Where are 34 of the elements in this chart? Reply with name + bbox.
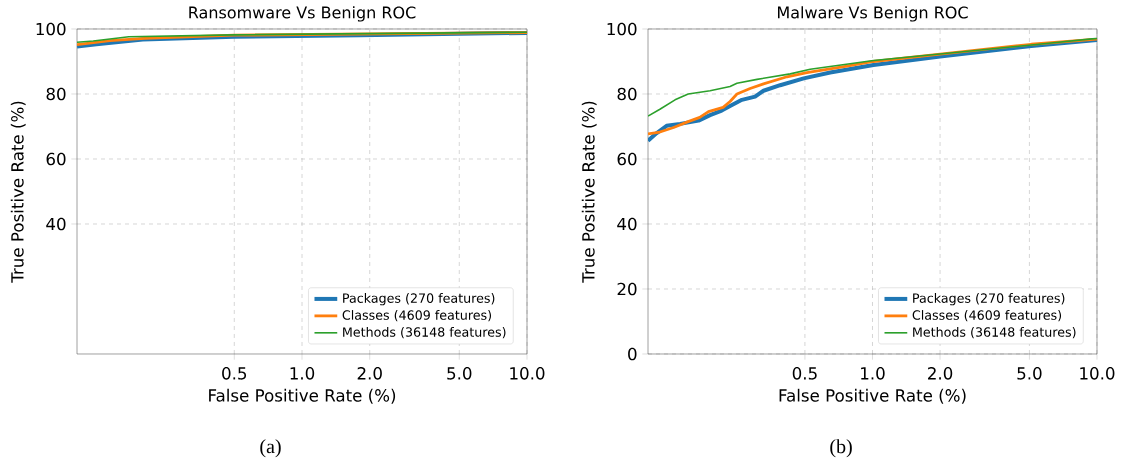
y-axis-title: True Positive Rate (%) — [10, 101, 26, 283]
y-tick-label: 40 — [46, 217, 66, 231]
y-tick-label: 80 — [46, 87, 66, 101]
x-tick-label: 10.0 — [510, 367, 545, 380]
text: (b) — [830, 439, 852, 458]
legend-label: Packages (270 features) — [913, 293, 1065, 306]
x-tick-label: 1.0 — [290, 367, 315, 380]
y-tick-label: 60 — [617, 152, 637, 166]
legend-label: Methods (36148 features) — [343, 327, 506, 339]
x-tick-label: 0.5 — [792, 367, 817, 380]
legend-label: Classes (4609 features) — [912, 310, 1062, 322]
x-tick-label: 1.0 — [861, 367, 885, 380]
x-tick-label: 5.0 — [447, 367, 472, 380]
x-tick-label: 2.0 — [357, 367, 382, 380]
x-tick-label: 2.0 — [928, 367, 953, 380]
chart-title: Ransomware Vs Benign ROC — [189, 6, 416, 22]
x-axis-title: False Positive Rate (%) — [779, 388, 966, 404]
legend-label: Methods (36148 features) — [913, 327, 1076, 339]
x-tick-label: 10.0 — [1080, 367, 1115, 380]
y-tick-label: 0 — [628, 347, 637, 361]
y-tick-label: 100 — [36, 22, 66, 36]
x-tick-label: 5.0 — [1017, 367, 1042, 380]
y-tick-label: 40 — [617, 217, 637, 231]
y-tick-label: 80 — [617, 87, 637, 101]
chart-title: Malware Vs Benign ROC — [778, 6, 968, 22]
text: (a) — [260, 439, 281, 458]
x-tick-label: 0.5 — [222, 367, 247, 380]
y-tick-label: 20 — [617, 282, 637, 296]
legend-label: Packages (270 features) — [343, 293, 495, 306]
y-tick-label: 60 — [46, 152, 66, 166]
x-axis-title: False Positive Rate (%) — [209, 388, 396, 404]
y-tick-label: 100 — [607, 22, 637, 36]
y-axis-title: True Positive Rate (%) — [581, 101, 597, 283]
legend-label: Classes (4609 features) — [342, 310, 492, 322]
